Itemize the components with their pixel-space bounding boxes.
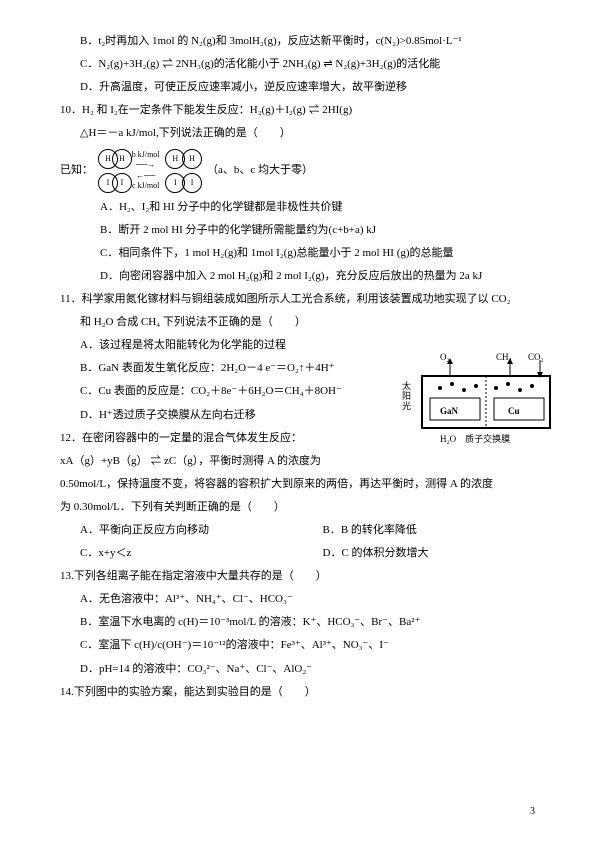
q10-option-c: C．相同条件下，1 mol H₂(g)和 1mol I₂(g)总能量小于 2 m… bbox=[60, 242, 545, 265]
q13-option-d: D．pH=14 的溶液中：CO₃²⁻、Na⁺、Cl⁻、AlO₂⁻ bbox=[60, 658, 545, 681]
q12-option-d: D．C 的体积分数增大 bbox=[323, 542, 429, 565]
q10-diagram: HH II b kJ/mol──→←── c kJ/mol H H I I bbox=[101, 147, 199, 193]
q13-option-b: B．室温下水电离的 c(H)＝10⁻³mol/L 的溶液：K⁺、HCO₃⁻、Br… bbox=[60, 611, 545, 634]
q12-option-b: B．B 的转化率降低 bbox=[323, 519, 417, 542]
q10-option-d: D．向密闭容器中加入 2 mol H₂(g)和 2 mol I₂(g)，充分反应… bbox=[60, 265, 545, 288]
q11-figure: O₂ CH₄ CO₂ GaN Cu 太阳光 H₂O 质子交换膜 bbox=[400, 352, 555, 447]
page-container: B．t₂时再加入 1mol 的 N₂(g)和 3molH₂(g)，反应达新平衡时… bbox=[0, 0, 595, 842]
q11-stem-2: 和 H₂O 合成 CH₄ 下列说法不正确的是（ ） bbox=[60, 311, 545, 334]
q13-option-a: A．无色溶液中：Al³⁺、NH₄⁺、Cl⁻、HCO₃⁻ bbox=[60, 588, 545, 611]
q11-fig-gan: GaN bbox=[440, 402, 458, 421]
q13-stem: 13.下列各组离子能在指定溶液中大量共存的是（ ） bbox=[60, 565, 545, 588]
q9-option-b: B．t₂时再加入 1mol 的 N₂(g)和 3molH₂(g)，反应达新平衡时… bbox=[60, 30, 545, 53]
q10-c-label: c kJ/mol bbox=[132, 181, 159, 190]
q12-option-a: A．平衡向正反应方向移动 bbox=[60, 519, 323, 542]
q11-fig-o2: O₂ bbox=[440, 348, 450, 367]
q10-option-a: A．H₂、I₂和 HI 分子中的化学键都是非极性共价键 bbox=[60, 196, 545, 219]
q10-b-label: b kJ/mol bbox=[132, 150, 160, 159]
q10-option-b: B．断开 2 mol HI 分子中的化学键所需能量约为(c+b+a) kJ bbox=[60, 219, 545, 242]
q10-stem-1: 10．H₂ 和 I₂在一定条件下能发生反应：H₂(g)＋I₂(g) ⇌ 2HI(… bbox=[60, 99, 545, 122]
q11-fig-h2o: H₂O 质子交换膜 bbox=[440, 430, 510, 449]
q9-option-c: C．N₂(g)+3H₂(g) ⇌ 2NH₃(g)的活化能小于 2NH₃(g) ⇌… bbox=[60, 53, 545, 76]
q9-option-d: D．升高温度，可使正反应速率减小，逆反应速率增大，故平衡逆移 bbox=[60, 76, 545, 99]
q13-option-c: C．室温下 c(H)/c(OH⁻)＝10⁻¹²的溶液中：Fe³⁺、Al³⁺、NO… bbox=[60, 634, 545, 657]
q10-known-row: 已知： HH II b kJ/mol──→←── c kJ/mol H H I … bbox=[60, 145, 545, 195]
q10-stem-2: △H＝－a kJ/mol,下列说法正确的是（ ） bbox=[60, 122, 545, 145]
q12-stem-4: 为 0.30mol/L．下列有关判断正确的是（ ） bbox=[60, 496, 545, 519]
q11-fig-sun: 太阳光 bbox=[402, 382, 414, 412]
page-number: 3 bbox=[530, 801, 535, 822]
q12-stem-3: 0.50mol/L，保持温度不变，将容器的容积扩大到原来的两倍，再达平衡时，测得… bbox=[60, 473, 545, 496]
q14-stem: 14.下列图中的实验方案，能达到实验目的是（ ） bbox=[60, 681, 545, 704]
q11-fig-ch4: CH₄ bbox=[496, 348, 512, 367]
q11-fig-co2: CO₂ bbox=[528, 348, 544, 367]
q10-note: （a、b、c 均大于零） bbox=[207, 159, 313, 182]
q12-option-c: C．x+y＜z bbox=[60, 542, 323, 565]
q10-known-label: 已知： bbox=[60, 159, 93, 182]
q11-stem-1: 11．科学家用氮化镓材料与铜组装成如图所示人工光合系统，利用该装置成功地实现了以… bbox=[60, 288, 545, 311]
q11-fig-cu: Cu bbox=[508, 402, 520, 421]
q12-stem-2: xA（g）+yB（g） ⇌ zC（g），平衡时测得 A 的浓度为 bbox=[60, 450, 545, 473]
